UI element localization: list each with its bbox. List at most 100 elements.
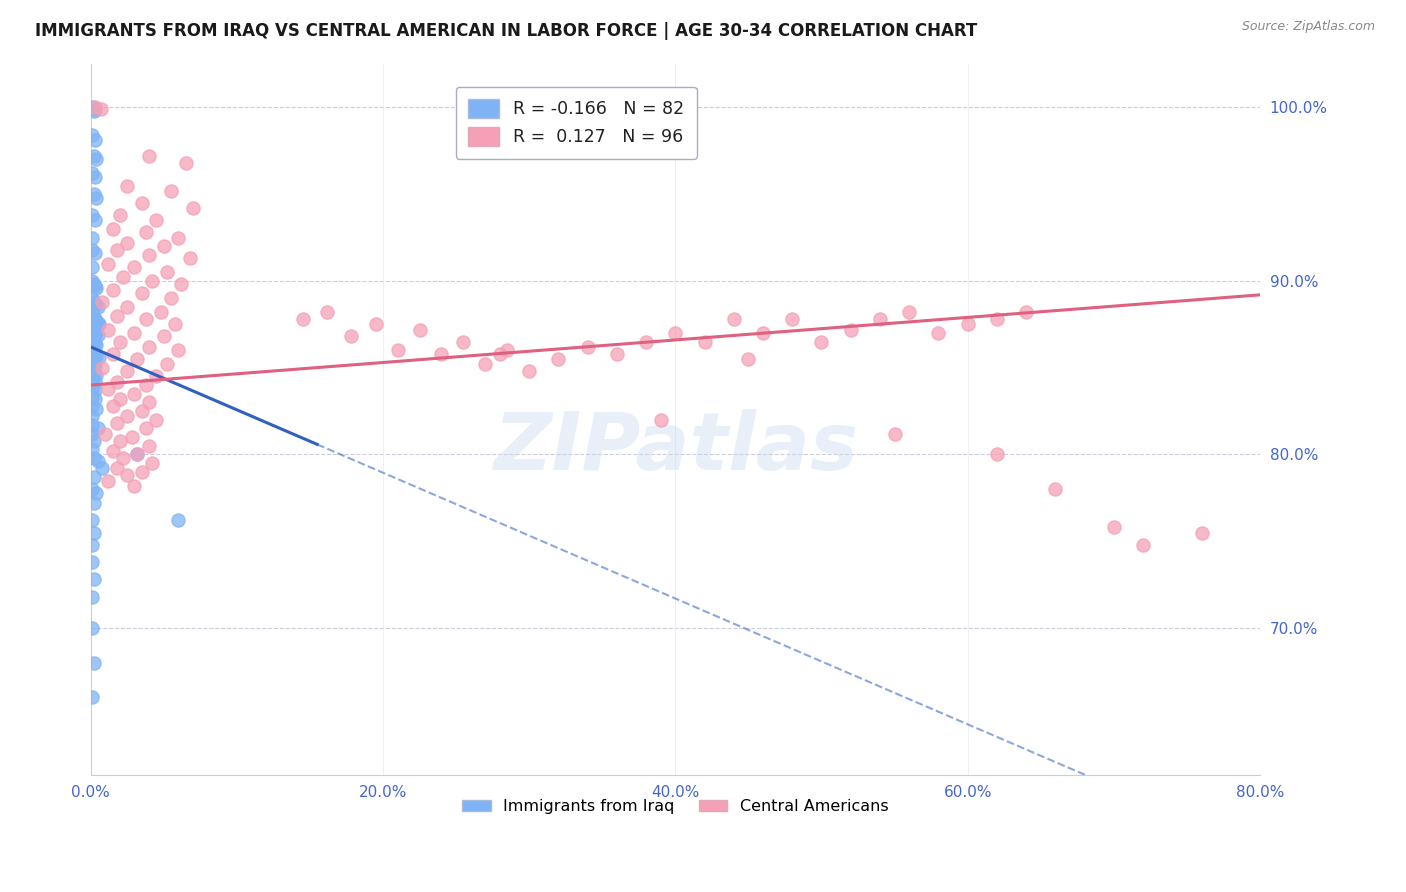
- Point: [84, 100, 107, 114]
- Point: [83, 334, 105, 349]
- Point: [156, 357, 179, 371]
- Point: [80, 309, 103, 323]
- Point: [86, 349, 108, 363]
- Point: [152, 239, 174, 253]
- Point: [91, 360, 114, 375]
- Point: [127, 352, 149, 367]
- Point: [80, 243, 103, 257]
- Point: [97, 382, 120, 396]
- Point: [86, 485, 108, 500]
- Point: [1132, 538, 1154, 552]
- Text: Source: ZipAtlas.com: Source: ZipAtlas.com: [1241, 20, 1375, 33]
- Point: [97, 474, 120, 488]
- Point: [86, 298, 108, 312]
- Point: [97, 257, 120, 271]
- Point: [869, 312, 891, 326]
- Point: [149, 305, 172, 319]
- Point: [135, 421, 157, 435]
- Point: [430, 347, 453, 361]
- Point: [170, 277, 193, 292]
- Point: [101, 444, 124, 458]
- Point: [80, 690, 103, 705]
- Point: [115, 409, 138, 424]
- Point: [105, 375, 128, 389]
- Point: [87, 454, 110, 468]
- Point: [160, 291, 183, 305]
- Point: [80, 291, 103, 305]
- Point: [80, 399, 103, 413]
- Point: [115, 300, 138, 314]
- Point: [101, 222, 124, 236]
- Point: [83, 450, 105, 465]
- Point: [135, 226, 157, 240]
- Point: [84, 336, 107, 351]
- Point: [80, 538, 103, 552]
- Point: [80, 417, 103, 432]
- Point: [83, 496, 105, 510]
- Point: [167, 343, 190, 358]
- Point: [723, 312, 745, 326]
- Point: [145, 369, 167, 384]
- Point: [474, 357, 496, 371]
- Point: [489, 347, 512, 361]
- Point: [898, 305, 921, 319]
- Point: [101, 283, 124, 297]
- Point: [167, 230, 190, 244]
- Point: [80, 355, 103, 369]
- Point: [80, 390, 103, 404]
- Point: [101, 347, 124, 361]
- Point: [80, 100, 103, 114]
- Point: [131, 195, 153, 210]
- Point: [181, 201, 204, 215]
- Point: [84, 102, 107, 116]
- Point: [152, 329, 174, 343]
- Point: [179, 252, 201, 266]
- Point: [135, 312, 157, 326]
- Point: [84, 347, 107, 361]
- Point: [141, 456, 163, 470]
- Point: [86, 326, 108, 340]
- Point: [138, 248, 160, 262]
- Point: [87, 421, 110, 435]
- Point: [80, 364, 103, 378]
- Point: [86, 314, 108, 328]
- Point: [86, 153, 108, 167]
- Point: [496, 343, 519, 358]
- Point: [165, 318, 187, 332]
- Point: [131, 286, 153, 301]
- Point: [927, 326, 949, 340]
- Point: [547, 352, 569, 367]
- Point: [167, 513, 190, 527]
- Point: [83, 277, 105, 292]
- Point: [1191, 525, 1213, 540]
- Point: [108, 334, 131, 349]
- Point: [752, 326, 775, 340]
- Point: [90, 102, 112, 116]
- Point: [115, 235, 138, 250]
- Point: [84, 246, 107, 260]
- Point: [108, 392, 131, 406]
- Point: [138, 149, 160, 163]
- Point: [80, 382, 103, 396]
- Point: [115, 178, 138, 193]
- Point: [156, 265, 179, 279]
- Point: [105, 309, 128, 323]
- Point: [84, 296, 107, 310]
- Point: [135, 378, 157, 392]
- Point: [86, 402, 108, 417]
- Point: [364, 318, 387, 332]
- Point: [83, 294, 105, 309]
- Point: [105, 416, 128, 430]
- Point: [105, 243, 128, 257]
- Point: [650, 413, 672, 427]
- Point: [145, 413, 167, 427]
- Point: [160, 184, 183, 198]
- Point: [84, 133, 107, 147]
- Point: [986, 312, 1008, 326]
- Point: [97, 322, 120, 336]
- Point: [1045, 482, 1067, 496]
- Point: [83, 656, 105, 670]
- Point: [80, 166, 103, 180]
- Point: [101, 399, 124, 413]
- Point: [127, 448, 149, 462]
